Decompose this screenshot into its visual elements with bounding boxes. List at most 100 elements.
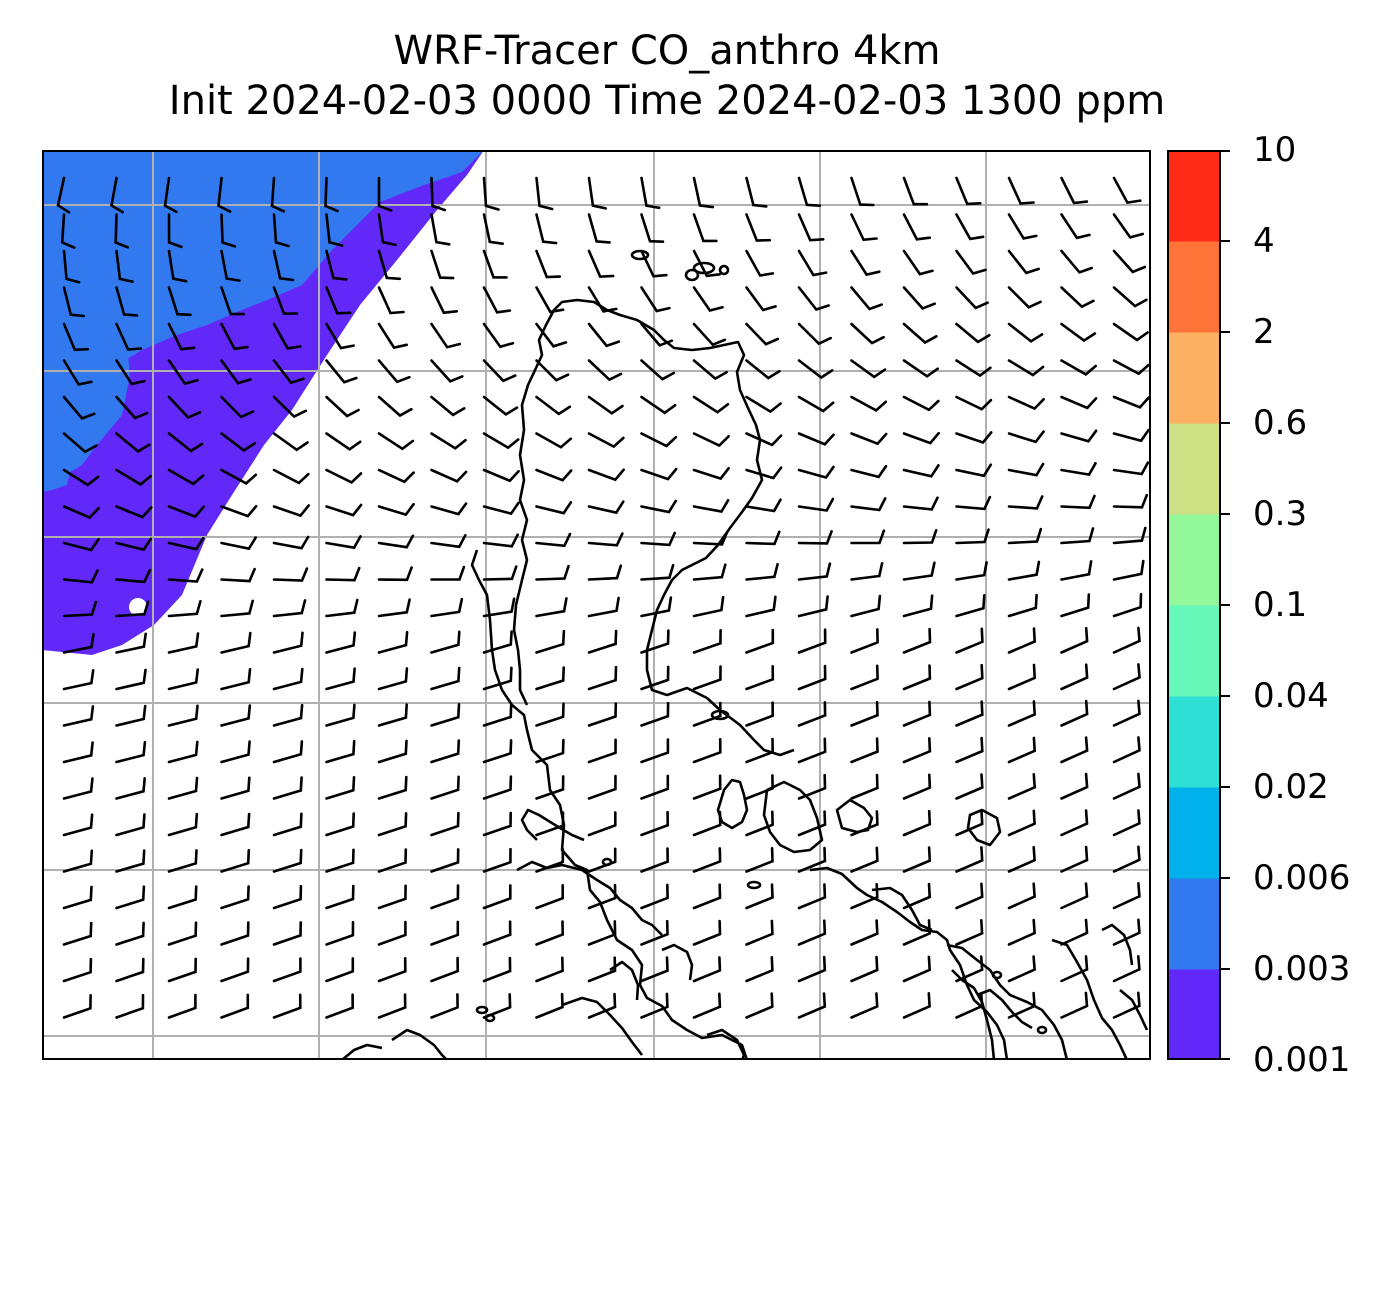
wind-barb [1060, 882, 1089, 910]
wind-barb [640, 359, 676, 381]
wind-barb [902, 955, 932, 983]
wind-barb [272, 359, 305, 385]
wind-barb [167, 921, 198, 946]
wind-barb [62, 569, 99, 584]
colorbar-band [1168, 241, 1220, 333]
wind-barb [272, 286, 299, 316]
wind-barb [535, 992, 564, 1019]
wind-barb [377, 598, 411, 618]
wind-barb [955, 700, 984, 727]
wind-barb [1007, 773, 1037, 800]
wind-barb [1112, 955, 1141, 983]
wind-barb [430, 502, 468, 516]
wind-barb [640, 956, 669, 983]
map-frame [42, 150, 1151, 1060]
wind-barb [902, 882, 932, 910]
wind-barb [325, 395, 360, 418]
wind-barb [850, 432, 888, 446]
wind-barb [482, 811, 512, 837]
wind-barb [850, 594, 882, 618]
wind-barb [167, 286, 192, 317]
wind-barb [220, 395, 255, 419]
wind-barb [587, 564, 623, 581]
wind-barb [62, 600, 98, 618]
wind-barb [850, 737, 879, 764]
wind-barb [1112, 286, 1148, 308]
wind-barb [1112, 845, 1141, 873]
wind-barb [430, 359, 464, 383]
wind-barb [272, 993, 302, 1019]
wind-barb [797, 322, 832, 346]
wind-barb [1060, 991, 1089, 1019]
wind-barb [745, 846, 774, 873]
wind-barb [272, 535, 310, 550]
wind-barb [692, 322, 727, 347]
wind-barb [955, 773, 984, 800]
wind-barb [1007, 663, 1037, 691]
wind-barb [797, 992, 827, 1019]
coastline [716, 778, 749, 830]
wind-barb [1060, 626, 1089, 654]
colorbar-tick-label: 0.001 [1253, 1040, 1351, 1080]
wind-barb [482, 468, 520, 483]
wind-barb [220, 567, 256, 583]
wind-barb [220, 536, 257, 551]
wind-barb [797, 595, 829, 618]
wind-barb [482, 993, 512, 1019]
wind-barb [377, 848, 408, 873]
wind-barb [850, 359, 887, 379]
wind-barb [745, 322, 780, 346]
colorbar-band [1168, 878, 1220, 970]
wind-barb [1060, 249, 1093, 274]
wind-barb [692, 286, 724, 312]
wind-barb [430, 703, 461, 727]
wind-barb [377, 534, 415, 549]
wind-barb [272, 812, 303, 837]
wind-barb [587, 468, 625, 482]
wind-barb [850, 664, 879, 691]
colorbar-band [1168, 423, 1220, 515]
wind-barb [60, 213, 76, 249]
wind-barb [640, 249, 668, 278]
wind-barb [955, 846, 984, 873]
colorbar-band [1168, 332, 1220, 424]
wind-barb [377, 359, 411, 384]
wind-barb [797, 465, 835, 479]
wind-barb [535, 501, 573, 515]
wind-barb [692, 499, 730, 513]
wind-barb [1007, 809, 1036, 837]
island-outline [630, 249, 650, 261]
tracer-fill-layer [42, 150, 484, 655]
wind-barb [220, 468, 258, 485]
wind-barb [377, 249, 402, 281]
wind-barb [797, 359, 834, 380]
wind-barb [377, 993, 407, 1019]
wind-barb [325, 920, 355, 946]
wind-barb [167, 632, 200, 654]
wind-barb [1060, 955, 1089, 983]
tracer-gap [129, 598, 147, 616]
wind-barb [115, 432, 151, 453]
wind-barb [167, 536, 205, 551]
wind-barb [587, 883, 617, 910]
wind-barb [115, 993, 145, 1019]
wind-barb [535, 395, 572, 416]
wind-barb [692, 738, 722, 764]
wind-barb [902, 773, 932, 800]
wind-barb [114, 213, 130, 249]
wind-barb [1112, 663, 1141, 691]
wind-barb [692, 665, 722, 691]
wind-barb [1007, 359, 1045, 377]
wind-barb [745, 359, 781, 380]
wind-barb [745, 498, 782, 513]
wind-barb [692, 432, 730, 448]
wind-barb [745, 737, 775, 764]
wind-barb [850, 464, 888, 479]
wind-barb [325, 884, 355, 910]
wind-barb [692, 883, 722, 910]
wind-barb [797, 530, 833, 545]
wind-barb [850, 176, 875, 207]
wind-barb [167, 740, 199, 764]
wind-barb [640, 395, 677, 415]
wind-barb [220, 599, 254, 618]
